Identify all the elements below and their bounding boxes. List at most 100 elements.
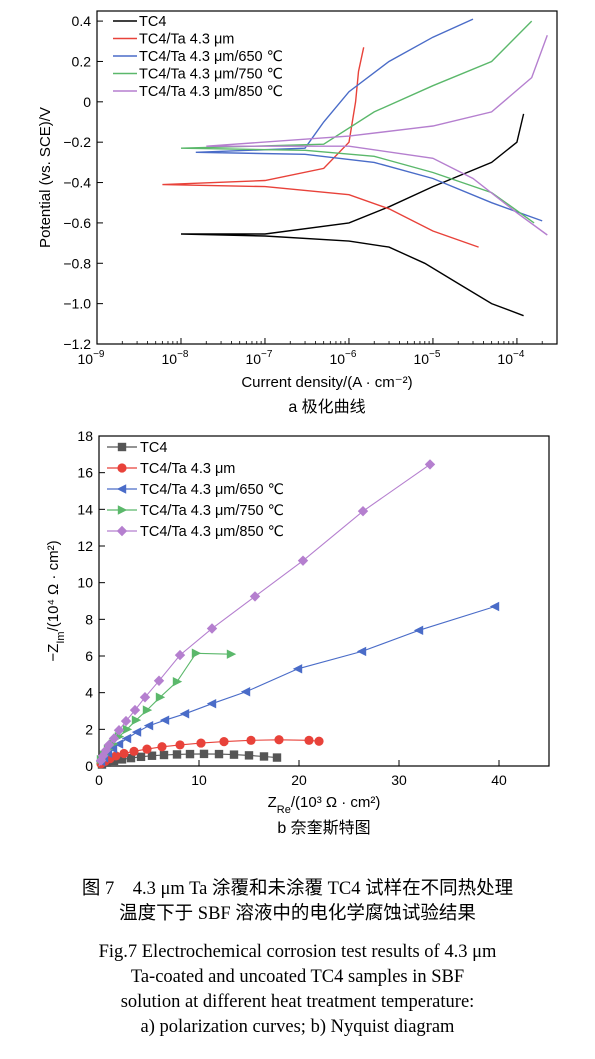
series-5-point	[249, 591, 261, 602]
series-4-point	[142, 705, 153, 715]
series-1-point	[229, 750, 239, 759]
series-3-point	[240, 687, 251, 697]
y-tick-label: −1.0	[63, 296, 91, 312]
y-tick-label: −0.2	[63, 134, 91, 150]
x-axis-label: ZRe/(10³ Ω · cm²)	[268, 794, 381, 816]
series-2-point	[246, 735, 256, 745]
y-tick-label: 0.4	[72, 13, 92, 29]
legend-marker-2	[117, 463, 127, 473]
x-tick-label: 40	[491, 772, 507, 788]
series-1-point	[214, 749, 224, 759]
legend-marker-1	[117, 442, 127, 452]
series-3-point	[131, 727, 142, 737]
caption-cn-line2: 温度下于 SBF 溶液中的电化学腐蚀试验结果	[119, 904, 476, 924]
x-tick-label: 10−6	[329, 349, 356, 367]
y-tick-label: −0.8	[63, 255, 91, 271]
series-1-point	[272, 753, 282, 762]
series-4-point	[191, 648, 202, 658]
series-3-point	[107, 743, 118, 754]
caption-en-line1: Fig.7 Electrochemical corrosion test res…	[98, 942, 497, 962]
series-1-point	[199, 749, 209, 759]
series-3-point	[356, 646, 367, 657]
y-tick-label: 0	[83, 94, 91, 110]
x-tick-label: 0	[95, 772, 103, 788]
series-4-point	[122, 724, 133, 735]
y-tick-label: 12	[77, 538, 93, 554]
series-2-point	[274, 735, 284, 745]
series-4-point	[172, 676, 183, 687]
series-1-point	[136, 752, 146, 762]
series-2-point	[111, 751, 121, 761]
y-tick-label: 14	[77, 501, 93, 517]
y-tick-label: 0	[85, 758, 93, 774]
y-tick-label: −0.4	[63, 175, 91, 191]
caption-en-line3: solution at different heat treatment tem…	[120, 992, 475, 1012]
series-2-point	[175, 740, 185, 750]
y-tick-label: 0.2	[72, 53, 92, 69]
x-tick-label: 10−7	[245, 349, 272, 367]
series-3-point	[413, 625, 424, 636]
plot-frame	[96, 10, 558, 345]
series-3-point	[113, 739, 124, 749]
series-2-point	[219, 737, 229, 747]
series-2-point	[129, 746, 139, 756]
figure-caption-chinese: 图 7 4.3 μm Ta 涂覆和未涂覆 TC4 试样在不同热处理 温度下于 S…	[0, 877, 595, 927]
series-1-point	[147, 751, 157, 760]
legend-label-5: TC4/Ta 4.3 μm/850 ℃	[140, 524, 284, 540]
series-line-5	[206, 34, 548, 236]
legend-label-2: TC4/Ta 4.3 μm	[140, 461, 235, 477]
series-2-point	[196, 738, 206, 748]
caption-en-line4: a) polarization curves; b) Nyquist diagr…	[140, 1017, 455, 1037]
y-tick-label: −0.6	[63, 215, 91, 231]
series-5-point	[424, 459, 436, 470]
series-1-point	[126, 753, 136, 763]
y-tick-label: 10	[77, 575, 93, 591]
figure-caption-english: Fig.7 Electrochemical corrosion test res…	[0, 940, 595, 1040]
series-2-point	[142, 744, 152, 754]
x-axis-label: Current density/(A · cm⁻²)	[241, 374, 412, 391]
legend-label-4: TC4/Ta 4.3 μm/750 ℃	[139, 67, 283, 83]
series-3-point	[143, 720, 154, 731]
caption-cn-line1: 图 7 4.3 μm Ta 涂覆和未涂覆 TC4 试样在不同热处理	[81, 879, 514, 899]
series-line-3	[195, 18, 543, 222]
x-tick-label: 10−5	[413, 349, 440, 367]
legend-label-1: TC4	[139, 14, 166, 30]
polarization-chart: 10−9 10−8 10−7 10−6 10−5 10−40.40.20−0.2−0.4−…	[37, 10, 558, 416]
series-3-point	[206, 698, 217, 709]
legend-label-1: TC4	[140, 440, 167, 456]
y-tick-label: 16	[77, 465, 93, 481]
y-tick-label: 4	[85, 685, 93, 701]
series-5-point	[108, 733, 120, 744]
series-2-point	[119, 748, 129, 759]
series-1-point	[117, 755, 127, 764]
series-1-point	[244, 751, 254, 760]
series-1-point	[259, 752, 269, 761]
y-tick-label: 8	[85, 611, 93, 627]
series-3-point	[121, 733, 132, 744]
legend-label-3: TC4/Ta 4.3 μm/650 ℃	[139, 49, 283, 65]
caption-en-line2: Ta-coated and uncoated TC4 samples in SB…	[130, 967, 465, 987]
x-tick-label: 10−8	[161, 349, 188, 367]
legend-marker-5	[116, 525, 128, 537]
series-line-1	[180, 113, 525, 317]
legend-label-5: TC4/Ta 4.3 μm/850 ℃	[139, 84, 283, 100]
series-2-point	[157, 742, 167, 752]
nyquist-chart: 0 10 20 30 40 0 2 4 6 8 10 12 14 16 18 ZRe/(10³ Ω · cm²…	[45, 428, 550, 837]
series-5-point	[139, 692, 151, 703]
x-tick-label: 30	[391, 772, 407, 788]
legend-label-2: TC4/Ta 4.3 μm	[139, 32, 234, 48]
y-tick-label: 6	[85, 648, 93, 664]
y-tick-label: 2	[85, 721, 93, 737]
series-5-point	[153, 675, 165, 686]
legend-label-3: TC4/Ta 4.3 μm/650 ℃	[140, 482, 284, 498]
y-axis-label: Potential (vs. SCE)/V	[37, 107, 54, 248]
series-2-point	[304, 735, 314, 745]
plot-frame	[98, 435, 550, 767]
subtitle-a: a 极化曲线	[288, 398, 365, 416]
series-4-point	[155, 692, 166, 702]
y-axis-label: −ZIm/(10⁴ Ω · cm²)	[45, 540, 67, 661]
y-tick-label: −1.2	[63, 336, 91, 352]
series-5-point	[113, 725, 125, 736]
series-2-point	[314, 736, 324, 746]
series-line-4	[180, 20, 535, 224]
